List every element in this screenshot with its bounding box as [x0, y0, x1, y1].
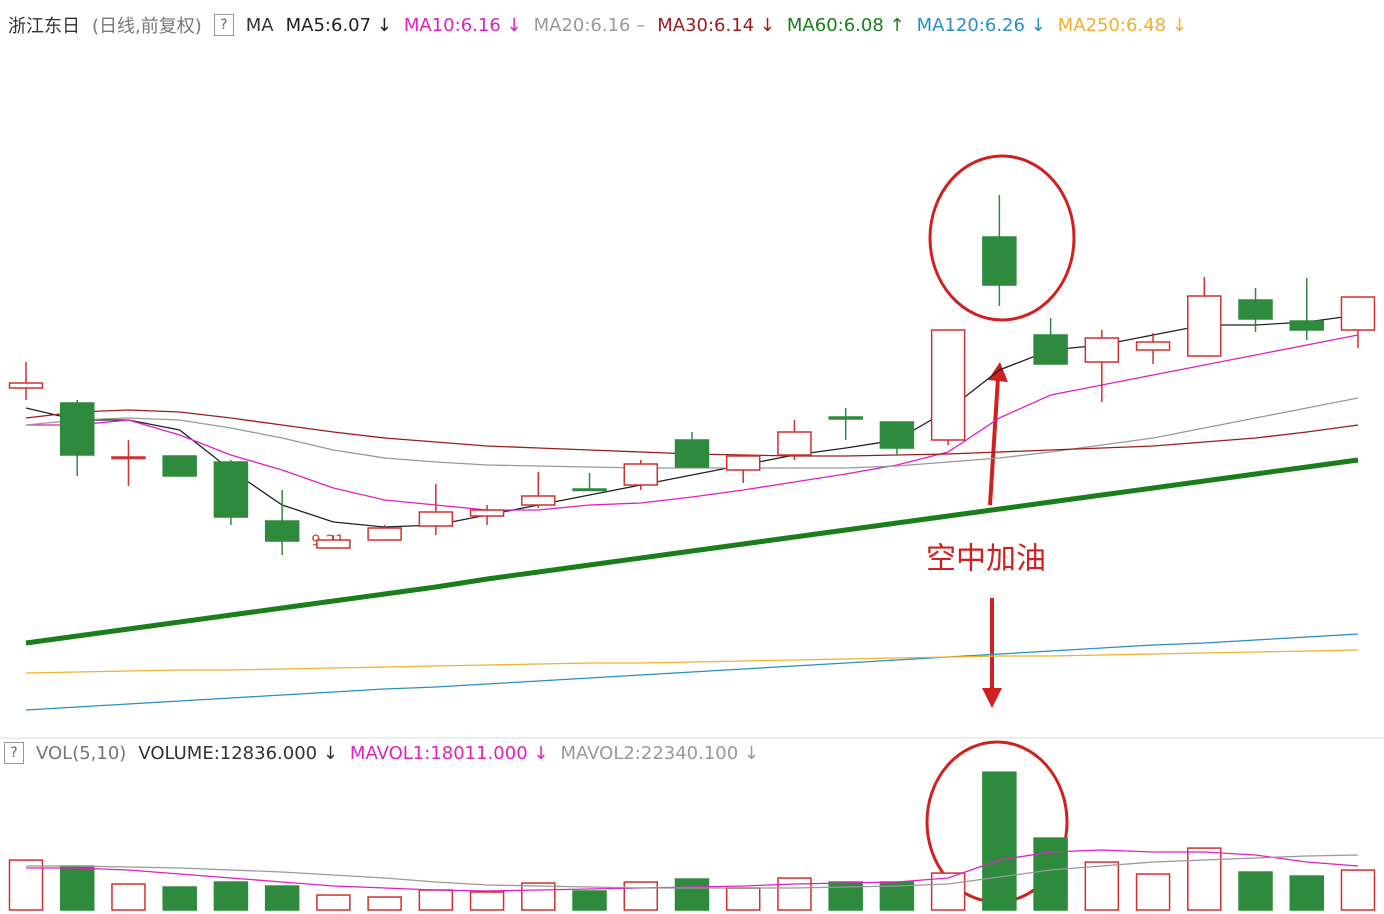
- volume-bar: [777, 877, 812, 911]
- volume-bar: [1289, 875, 1324, 911]
- candle-body: [213, 461, 249, 518]
- volume-bar: [982, 771, 1017, 911]
- volume-bar: [469, 891, 505, 911]
- volume-bar: [418, 889, 454, 911]
- candle-body: [1033, 334, 1068, 365]
- volume-bar: [1084, 861, 1120, 911]
- arrow-head: [988, 362, 1008, 382]
- legend-entry: MA60:6.08 ↑: [786, 14, 905, 36]
- volume-bar: [162, 886, 197, 911]
- highlight-circle: [928, 154, 1076, 322]
- candle-body: [469, 509, 505, 517]
- candle-body: [572, 488, 607, 492]
- volume-bar: [367, 896, 402, 911]
- stock-name: 浙江东日: [8, 16, 80, 37]
- ma-line: [26, 334, 1359, 511]
- volume-bar: [1135, 873, 1171, 911]
- volume-bar: [521, 882, 556, 911]
- volume-bar: [1238, 871, 1273, 911]
- period: (日线,前复权): [92, 16, 202, 37]
- candle-body: [8, 382, 44, 389]
- legend-entry: MA5:6.07 ↓: [285, 14, 392, 36]
- volume-legend: ? VOL(5,10) VOLUME:12836.000 ↓ MAVOL1:18…: [4, 742, 759, 764]
- candle-body: [982, 236, 1017, 286]
- candle-body: [111, 456, 146, 460]
- ma-line: [25, 397, 1359, 469]
- legend-entry: MA250:6.48 ↓: [1057, 14, 1187, 36]
- legend-entry: MAVOL2:22340.100 ↓: [560, 742, 760, 764]
- candle-body: [674, 439, 710, 468]
- volume-bar: [1340, 869, 1376, 911]
- candle-body: [1340, 296, 1376, 331]
- ma-line: [26, 849, 1359, 892]
- candle-body: [418, 511, 454, 527]
- ma-line: [25, 649, 1359, 674]
- price-legend: 浙江东日 (日线,前复权) ? MA MA5:6.07 ↓ MA10:6.16 ↓…: [8, 12, 1187, 38]
- annotation: 空中加油: [926, 542, 1046, 577]
- volume-bar: [59, 865, 95, 911]
- help-button[interactable]: ?: [213, 14, 234, 36]
- candle-body: [930, 329, 966, 441]
- legend-entry: MA20:6.16 –: [533, 14, 646, 36]
- candle-body: [264, 520, 300, 542]
- volume-bar: [1033, 837, 1068, 911]
- candle-body: [725, 455, 761, 471]
- legend-entry: MAVOL1:18011.000 ↓: [349, 742, 549, 764]
- volume-bar: [264, 885, 300, 911]
- legend-entry: MA10:6.16 ↓: [403, 14, 522, 36]
- volume-value: VOLUME:12836.000 ↓: [138, 742, 338, 764]
- legend-entry: MA120:6.26 ↓: [916, 14, 1046, 36]
- arrow: [988, 377, 1000, 506]
- candle-body: [1238, 299, 1273, 320]
- candle-body: [162, 455, 197, 477]
- help-button[interactable]: ?: [4, 742, 24, 764]
- candle-body: [1084, 337, 1120, 363]
- candle-body: [367, 527, 402, 541]
- candle-body: [521, 495, 556, 506]
- ma-line: [25, 633, 1359, 711]
- candle-body: [777, 431, 812, 456]
- volume-bar: [572, 890, 607, 911]
- legend-entry: MA30:6.14 ↓: [657, 14, 775, 36]
- volume-bar: [725, 887, 761, 911]
- ma-line: [26, 854, 1359, 889]
- volume-bar: [623, 881, 659, 911]
- volume-bar: [316, 894, 351, 911]
- indicator: MA: [245, 14, 274, 36]
- candle-body: [828, 416, 863, 420]
- candle-body: [1289, 320, 1324, 331]
- volume-bar: [213, 881, 249, 911]
- candle-body: [1187, 295, 1222, 357]
- candle-body: [623, 463, 659, 486]
- candle-body: [1135, 341, 1171, 351]
- arrow-head: [982, 688, 1002, 708]
- volume-bar: [674, 878, 710, 911]
- ma-line: [25, 457, 1359, 646]
- volume-bar: [1187, 847, 1222, 911]
- candle-body: [879, 421, 915, 449]
- indicator: VOL(5,10): [36, 742, 127, 764]
- volume-bar: [111, 883, 146, 911]
- candle-body: [59, 402, 95, 456]
- candle-body: [316, 539, 351, 549]
